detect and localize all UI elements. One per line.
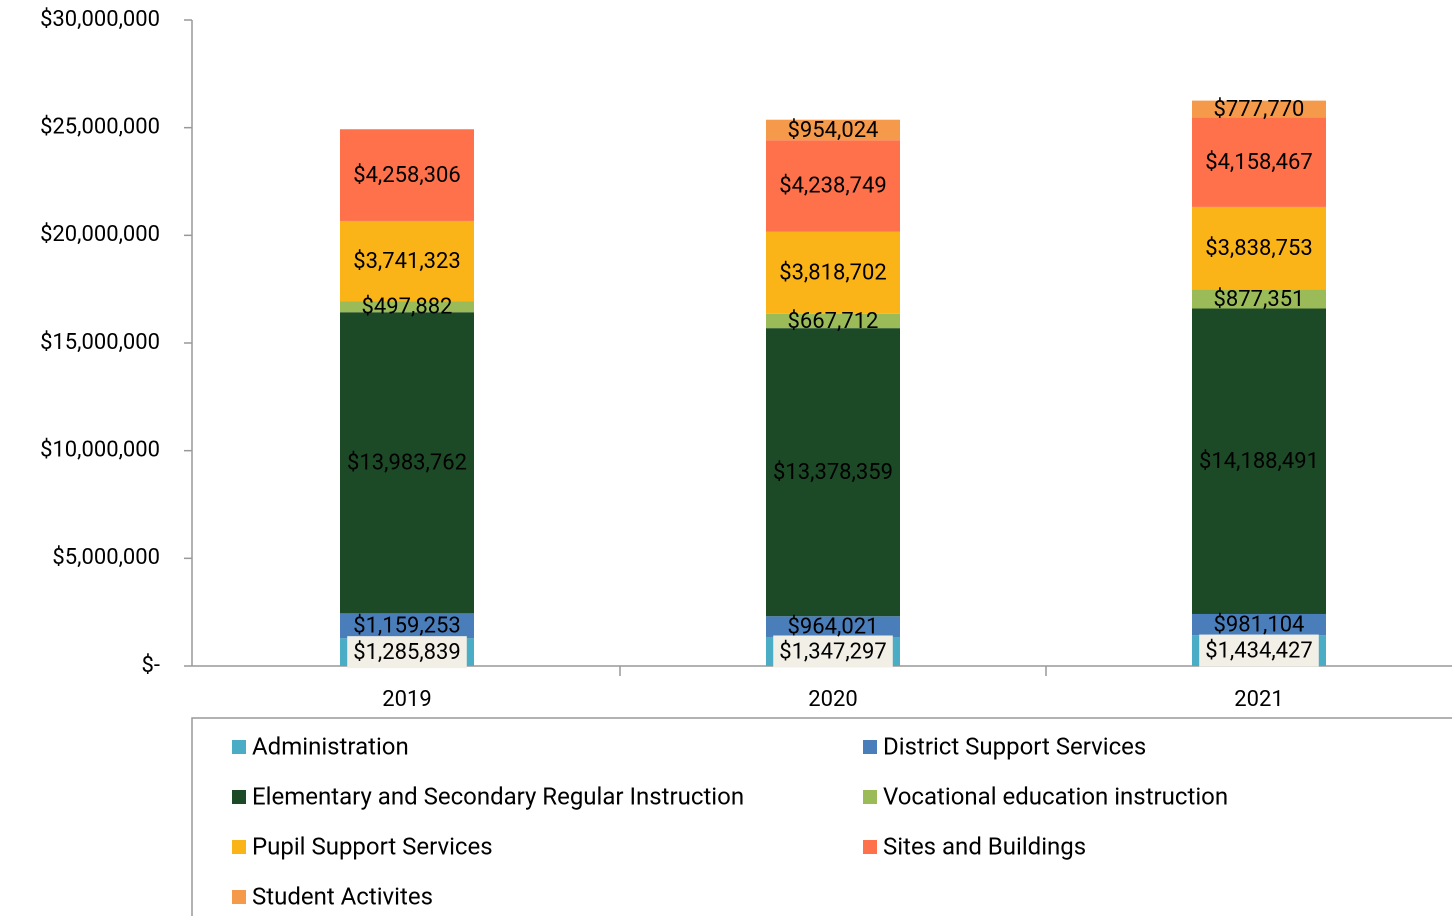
- data-label: $13,983,762: [347, 451, 467, 476]
- data-label: $497,882: [362, 295, 453, 320]
- bar-segment: [766, 231, 900, 314]
- legend-label: Administration: [252, 732, 409, 760]
- bar-segment: [340, 220, 474, 302]
- data-label-background: [773, 635, 893, 668]
- bar-segment: [340, 129, 474, 221]
- x-tick-label: 2020: [808, 687, 857, 712]
- bar-segment: [340, 301, 474, 313]
- bar-segment: [1192, 308, 1326, 614]
- x-tick-label: 2021: [1234, 687, 1283, 712]
- y-tick-label: $10,000,000: [40, 437, 160, 462]
- legend-swatch: [232, 890, 246, 904]
- data-label: $3,741,323: [353, 249, 461, 274]
- bar-segment: [766, 119, 900, 141]
- legend-label: Vocational education instruction: [883, 782, 1228, 810]
- legend-label: Elementary and Secondary Regular Instruc…: [252, 782, 744, 810]
- data-label: $954,024: [788, 118, 879, 143]
- y-tick-label: $20,000,000: [40, 222, 160, 247]
- bar-segment: [766, 140, 900, 232]
- data-label: $964,021: [788, 614, 879, 639]
- data-label: $13,378,359: [773, 460, 893, 485]
- bar-segment: [766, 328, 900, 617]
- legend-label: District Support Services: [883, 732, 1146, 760]
- bar-segment: [1192, 117, 1326, 207]
- data-label: $14,188,491: [1199, 449, 1319, 474]
- legend-swatch: [863, 840, 877, 854]
- data-label: $667,712: [788, 309, 879, 334]
- data-label: $1,285,839: [353, 640, 461, 665]
- data-label: $1,347,297: [779, 639, 887, 664]
- data-label: $3,818,702: [779, 260, 887, 285]
- bar-segment: [1192, 613, 1326, 636]
- bar-segment: [340, 312, 474, 614]
- legend-swatch: [232, 740, 246, 754]
- legend-swatch: [232, 840, 246, 854]
- bar-segment: [766, 313, 900, 329]
- y-tick-label: $-: [142, 653, 160, 678]
- bar-segment: [1192, 100, 1326, 118]
- y-tick-label: $30,000,000: [40, 7, 160, 32]
- bar-segment: [1192, 289, 1326, 309]
- bar-segment: [1192, 206, 1326, 290]
- x-tick-label: 2019: [382, 687, 431, 712]
- y-tick-label: $15,000,000: [40, 330, 160, 355]
- data-label: $981,104: [1214, 612, 1305, 637]
- legend-swatch: [863, 790, 877, 804]
- data-label: $3,838,753: [1205, 236, 1313, 261]
- data-label: $777,770: [1214, 97, 1305, 122]
- legend-label: Pupil Support Services: [252, 832, 493, 860]
- legend-label: Student Activites: [252, 882, 433, 910]
- data-label-background: [1199, 634, 1319, 667]
- data-label: $4,158,467: [1205, 150, 1313, 175]
- legend-swatch: [863, 740, 877, 754]
- data-label: $4,238,749: [779, 174, 887, 199]
- data-label: $4,258,306: [353, 163, 461, 188]
- data-label: $1,159,253: [353, 614, 461, 639]
- bar-segment: [340, 613, 474, 639]
- legend-label: Sites and Buildings: [883, 832, 1086, 860]
- data-label: $1,434,427: [1205, 638, 1313, 663]
- legend-swatch: [232, 790, 246, 804]
- legend-box: [191, 717, 1452, 916]
- data-label: $877,351: [1214, 287, 1305, 312]
- y-tick-label: $25,000,000: [40, 114, 160, 139]
- data-label-background: [347, 636, 467, 669]
- bar-segment: [766, 616, 900, 637]
- y-tick-label: $5,000,000: [52, 545, 160, 570]
